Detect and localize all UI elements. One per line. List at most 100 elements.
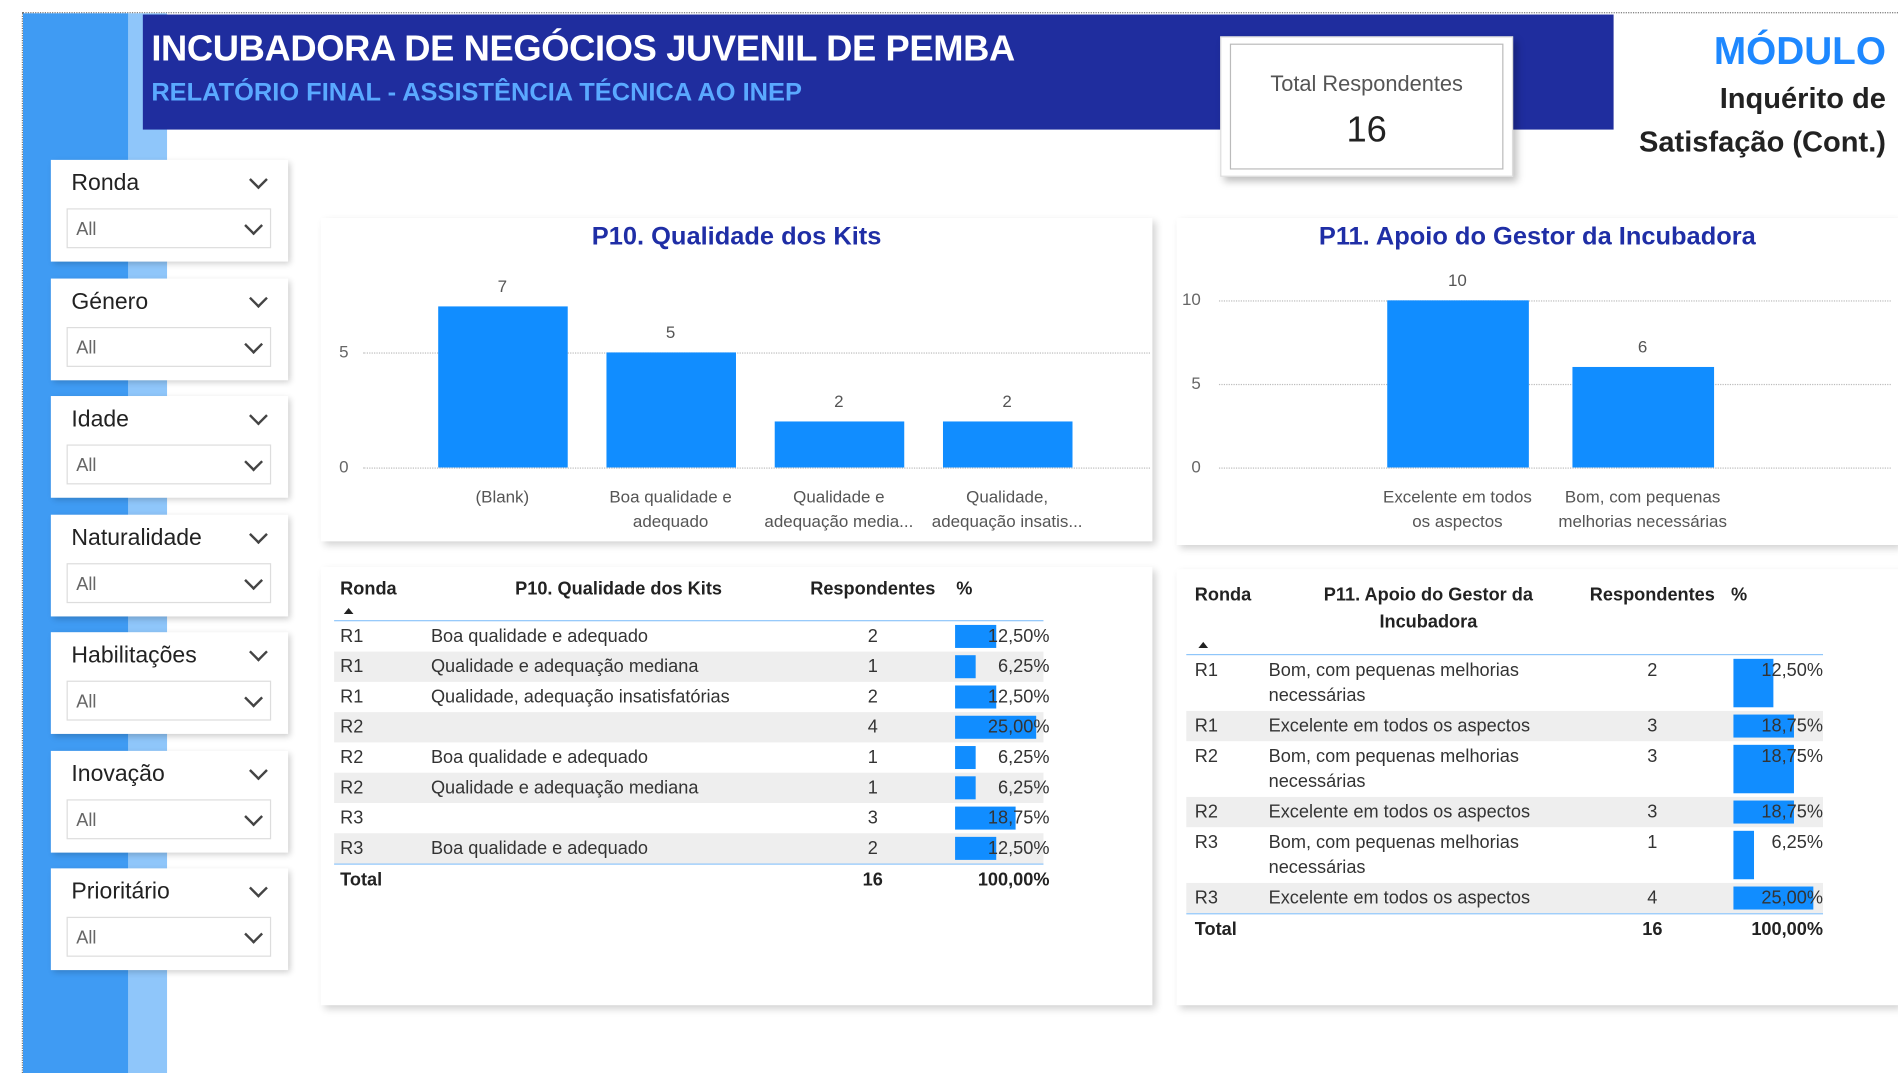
- data-bar: [1733, 714, 1794, 738]
- table-row: R1 Qualidade e adequação mediana 1 6,25%: [334, 651, 1050, 682]
- y-tick-label: 10: [1181, 289, 1201, 309]
- data-bar: [1733, 886, 1814, 910]
- cell-description: Boa qualidade e adequado: [430, 838, 649, 859]
- cell-ronda: R2: [1194, 801, 1218, 823]
- kpi-card: Total Respondentes 16: [1220, 36, 1514, 177]
- x-tick-label: Boa qualidade e adequado: [609, 486, 732, 531]
- cell-percent: 12,50%: [987, 626, 1050, 647]
- column-header[interactable]: Ronda: [1194, 584, 1252, 606]
- column-header[interactable]: %: [956, 578, 973, 600]
- grid-line: [363, 352, 1150, 354]
- cell-ronda: R1: [1194, 660, 1218, 681]
- dropdown-value: All: [76, 219, 97, 240]
- cell-count: 1: [867, 777, 878, 799]
- cell-description: Bom, com pequenas melhorias necessárias: [1268, 660, 1519, 707]
- column-header[interactable]: Ronda: [340, 578, 397, 600]
- cell-ronda: R1: [1194, 715, 1218, 737]
- total-row: Total 16 100,00%: [334, 863, 1050, 895]
- data-bar: [1733, 658, 1774, 708]
- x-tick-label: Qualidade e adequação media...: [764, 486, 914, 531]
- total-row: Total 16 100,00%: [1186, 913, 1824, 944]
- cell-count: 1: [867, 656, 878, 678]
- chevron: [249, 170, 268, 190]
- table-row: R2 Excelente em todos os aspectos 3 18,75%: [1186, 796, 1824, 828]
- table-row: R1 Excelente em todos os aspectos 3 18,75%: [1186, 710, 1824, 742]
- data-label: 5: [665, 322, 676, 342]
- chevron: [249, 406, 268, 426]
- total-percent: 100,00%: [977, 869, 1050, 891]
- table-row: R2 Bom, com pequenas melhorias necessária…: [1186, 741, 1823, 797]
- chart-panel: P10. Qualidade dos Kits 0 5 7 (Blank) 5 Boa qu…: [320, 217, 1153, 542]
- grid-line: [1218, 300, 1891, 302]
- column-header[interactable]: %: [1731, 584, 1748, 606]
- data-label: 7: [497, 276, 508, 296]
- table-row: R3 Bom, com pequenas melhorias necessária…: [1186, 827, 1823, 883]
- data-bar: [955, 806, 1016, 830]
- grid-line: [1218, 383, 1891, 386]
- slicer[interactable]: Inovação All: [50, 750, 289, 853]
- page-border: [21, 12, 24, 1073]
- table-body: R1 Boa qualidade e adequado 2 12,50% R1 Quali…: [334, 620, 1050, 895]
- slicer-label: Habilitações: [71, 643, 197, 669]
- data-bar: [955, 746, 976, 770]
- column-header[interactable]: P11. Apoio do Gestor da Incubadora: [1323, 584, 1533, 633]
- slicer[interactable]: Idade All: [50, 396, 289, 498]
- slicer-label: Naturalidade: [71, 525, 202, 551]
- chart-panel: P11. Apoio do Gestor da Incubadora 0 5 10 10…: [1176, 217, 1898, 545]
- chevron: [244, 688, 264, 708]
- dropdown[interactable]: All: [66, 562, 272, 603]
- module-subtitle: Inquérito de Satisfação (Cont.): [1638, 82, 1886, 159]
- dropdown-value: All: [76, 927, 97, 949]
- cell-description: Excelente em todos os aspectos: [1268, 887, 1531, 909]
- column-header[interactable]: Respondentes: [1589, 584, 1715, 606]
- total-count: 16: [862, 869, 883, 891]
- x-tick-label: Qualidade, adequação insatis...: [931, 486, 1083, 531]
- table-row: R2 Boa qualidade e adequado 1 6,25%: [334, 742, 1050, 772]
- cell-ronda: R3: [340, 807, 364, 829]
- data-bar: [1733, 744, 1794, 794]
- table-panel: Ronda P11. Apoio do Gestor da Incubadora R…: [1176, 569, 1898, 1006]
- dropdown[interactable]: All: [66, 444, 272, 485]
- chevron: [249, 642, 268, 662]
- dropdown-value: All: [76, 573, 97, 595]
- dropdown[interactable]: All: [66, 208, 272, 249]
- chevron: [244, 452, 264, 472]
- cell-ronda: R2: [340, 747, 364, 768]
- table-row: R3 3 18,75%: [334, 803, 1050, 833]
- total-percent: 100,00%: [1751, 919, 1824, 940]
- slicer[interactable]: Prioritário All: [50, 868, 289, 971]
- dropdown[interactable]: All: [66, 326, 272, 367]
- cell-count: 3: [867, 807, 878, 829]
- dropdown[interactable]: All: [66, 916, 272, 957]
- data-bar: [955, 836, 996, 860]
- table-row: R2 4 25,00%: [334, 712, 1050, 743]
- x-tick-label: (Blank): [475, 486, 530, 507]
- cell-percent: 25,00%: [987, 716, 1050, 738]
- cell-description: Excelente em todos os aspectos: [1268, 715, 1531, 737]
- cell-ronda: R1: [340, 626, 364, 647]
- cell-description: Boa qualidade e adequado: [430, 747, 649, 768]
- column-header[interactable]: Respondentes: [810, 578, 936, 600]
- y-tick-label: 0: [1191, 456, 1201, 476]
- data-bar: [1733, 800, 1794, 824]
- cell-percent: 6,25%: [998, 777, 1050, 799]
- slicer[interactable]: Ronda All: [50, 159, 289, 262]
- bar: [774, 421, 904, 468]
- column-header[interactable]: P10. Qualidade dos Kits: [515, 578, 722, 600]
- cell-ronda: R2: [1194, 746, 1218, 767]
- cell-percent: 12,50%: [987, 838, 1050, 859]
- slicer[interactable]: Género All: [50, 277, 289, 380]
- bar: [1571, 367, 1714, 468]
- cell-description: Qualidade, adequação insatisfatórias: [430, 686, 730, 708]
- cell-percent: 6,25%: [1771, 832, 1824, 853]
- cell-description: Bom, com pequenas melhorias necessárias: [1268, 746, 1519, 793]
- slicer[interactable]: Habilitações All: [50, 632, 289, 734]
- slicer[interactable]: Naturalidade All: [50, 514, 289, 616]
- cell-count: 2: [867, 626, 878, 647]
- cell-count: 3: [1647, 746, 1658, 767]
- cell-description: Excelente em todos os aspectos: [1268, 801, 1531, 823]
- cell-count: 2: [1647, 660, 1658, 681]
- dropdown[interactable]: All: [66, 798, 272, 839]
- dropdown[interactable]: All: [66, 680, 272, 721]
- x-tick-label: Excelente em todos os aspectos: [1383, 486, 1532, 531]
